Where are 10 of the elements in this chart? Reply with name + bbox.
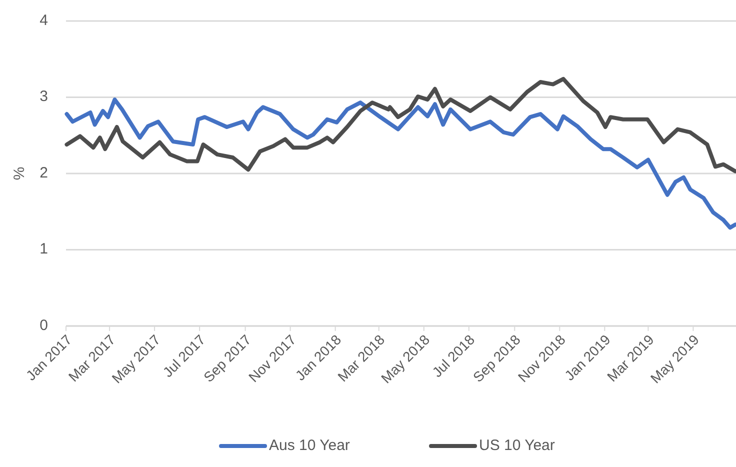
y-tick-label: 1	[40, 240, 48, 258]
y-tick-label: 0	[40, 316, 48, 334]
y-tick-label: 2	[40, 164, 48, 182]
y-axis-title: %	[10, 166, 28, 180]
legend-label: Aus 10 Year	[269, 436, 350, 454]
legend-label: US 10 Year	[479, 436, 555, 454]
line-series	[64, 98, 736, 230]
line-series	[64, 76, 736, 174]
y-tick-label: 4	[40, 12, 48, 29]
y-tick-label: 3	[40, 88, 48, 106]
